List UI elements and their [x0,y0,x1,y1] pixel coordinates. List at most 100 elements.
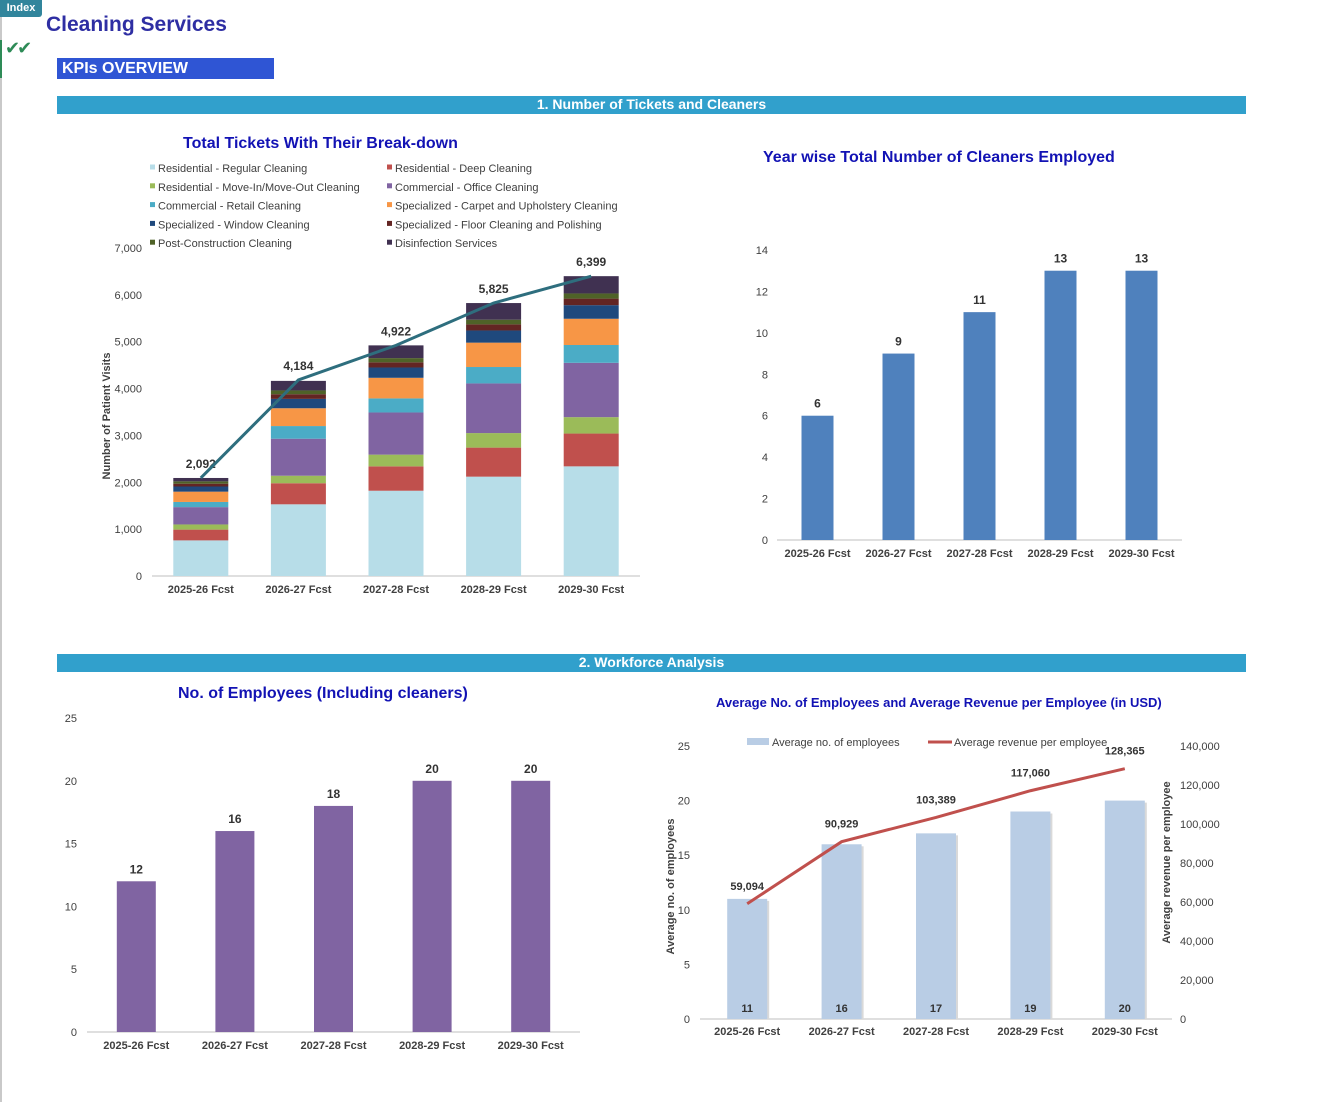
y-tick-label: 15 [678,850,690,862]
x-tick-label: 2029-30 Fcst [558,584,624,596]
bar [1125,270,1158,540]
line-data-label: 90,929 [825,819,859,831]
x-tick-label: 2028-29 Fcst [399,1040,465,1052]
stack-segment [563,344,619,363]
line-data-label: 117,060 [1011,768,1050,780]
x-tick-label: 2027-28 Fcst [903,1026,969,1038]
x-tick-label: 2025-26 Fcst [103,1040,169,1052]
bar [963,312,996,540]
legend-label: Commercial - Retail Cleaning [158,201,301,213]
stack-segment [173,483,229,487]
stack-segment [466,330,522,343]
y-tick-label: 10 [65,901,77,913]
x-tick-label: 2027-28 Fcst [300,1040,366,1052]
x-tick-label: 2027-28 Fcst [363,584,429,596]
y-tick-label: 12 [756,286,768,298]
bar-data-label: 19 [1024,1003,1036,1015]
bar-data-label: 6 [814,397,821,411]
chart-title-tickets: Total Tickets With Their Break-down [183,135,458,152]
bar [1044,270,1077,540]
stack-segment [270,438,326,476]
stack-segment [173,507,229,525]
y-tick-label: 4,000 [114,384,142,396]
legend-swatch [387,202,392,208]
total-data-label: 4,184 [283,359,313,373]
y-tick-label: 6 [762,411,768,423]
y-tick-label: 2 [762,494,768,506]
y-tick-label: 20 [65,776,77,788]
stack-segment [466,367,522,384]
stack-segment [173,529,229,541]
bar [511,780,551,1032]
legend-label: Specialized - Carpet and Upholstery Clea… [395,201,618,213]
stack-segment [368,398,424,413]
bar [916,833,956,1019]
x-tick-label: 2027-28 Fcst [946,548,1012,560]
x-tick-label: 2029-30 Fcst [498,1040,564,1052]
legend-swatch [150,202,155,208]
y2-axis-title: Average revenue per employee [1161,781,1173,943]
legend-swatch [150,220,155,226]
x-tick-label: 2026-27 Fcst [265,584,331,596]
legend-swatch [387,183,392,189]
stack-segment [270,380,326,391]
x-tick-label: 2026-27 Fcst [865,548,931,560]
bar [412,780,452,1032]
index-tab[interactable]: Index [0,0,42,17]
stack-segment [270,398,326,409]
legend-swatch [150,164,155,170]
y2-tick-label: 80,000 [1180,858,1214,870]
legend-swatch [387,239,392,245]
stack-segment [173,491,229,502]
bar [727,898,768,1019]
y2-tick-label: 120,000 [1180,780,1220,792]
y2-tick-label: 40,000 [1180,936,1214,948]
page-title: Cleaning Services [46,13,227,36]
chart-title-employees: No. of Employees (Including cleaners) [178,685,468,702]
total-data-label: 4,922 [381,324,411,338]
bar-data-label: 13 [1135,252,1149,266]
y-tick-label: 5 [71,964,77,976]
y-tick-label: 15 [65,839,77,851]
bar [801,415,834,540]
legend-label: Specialized - Window Cleaning [158,219,310,231]
legend-swatch [387,164,392,170]
total-data-label: 2,092 [186,457,216,471]
stack-segment [563,305,619,319]
stack-segment [173,524,229,530]
legend-label: Commercial - Office Cleaning [395,182,538,194]
section-header-tickets: 1. Number of Tickets and Cleaners [57,96,1246,114]
x-tick-label: 2025-26 Fcst [714,1026,780,1038]
bar [314,805,353,1032]
x-tick-label: 2026-27 Fcst [202,1040,268,1052]
y2-tick-label: 140,000 [1180,741,1220,753]
legend-label: Post-Construction Cleaning [158,238,292,250]
y-tick-label: 0 [684,1014,690,1026]
stack-segment [173,481,229,484]
legend-label: Disinfection Services [395,238,498,250]
revenue-line [746,767,1126,906]
y-tick-label: 8 [762,369,768,381]
stack-segment [173,501,229,508]
stack-segment [466,319,522,325]
stack-segment [368,454,424,467]
line-data-label: 59,094 [730,881,765,893]
stack-segment [270,504,326,576]
total-line [199,274,592,480]
bar-data-label: 17 [930,1003,942,1015]
stack-segment [563,466,619,576]
left-accent [0,40,2,78]
y-tick-label: 0 [136,571,142,583]
bar-data-label: 16 [835,1003,847,1015]
legend-swatch [150,239,155,245]
bar [882,353,915,540]
x-tick-label: 2025-26 Fcst [784,548,850,560]
legend-label: Specialized - Floor Cleaning and Polishi… [395,219,602,231]
stack-segment [563,362,619,418]
y-tick-label: 25 [65,713,77,725]
legend-label: Average no. of employees [772,737,900,749]
y2-tick-label: 60,000 [1180,897,1214,909]
bar [1010,811,1051,1019]
